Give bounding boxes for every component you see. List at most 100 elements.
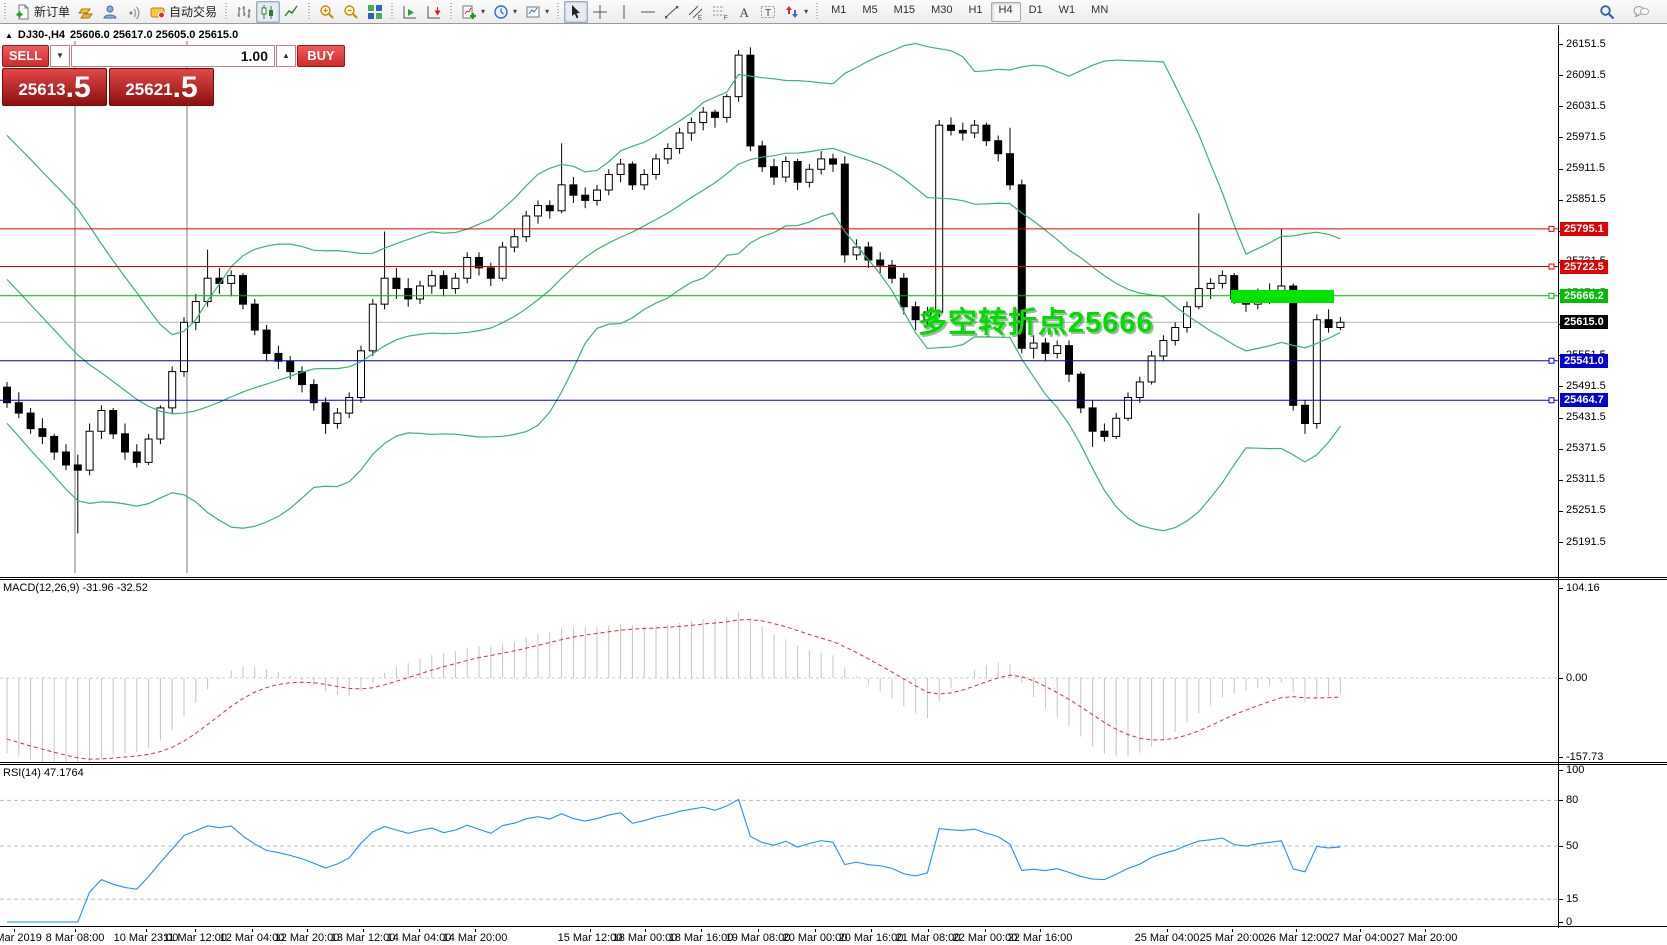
new-order-icon (15, 4, 31, 20)
time-label: 25 Mar 04:00 (1134, 932, 1200, 944)
price-tick-label: 26091.5 (1566, 68, 1606, 81)
chart-annotation[interactable]: 多空转折点25666 (918, 307, 1154, 339)
rsi-axis-label: 50 (1566, 839, 1579, 852)
timeframe-m1-button[interactable]: M1 (831, 3, 847, 16)
time-tick (590, 929, 591, 932)
time-tick (1040, 929, 1041, 932)
timeframe-h1-button[interactable]: H1 (968, 3, 983, 16)
chevron-down-icon[interactable]: ▾ (545, 7, 550, 16)
line-chart-button[interactable] (280, 1, 304, 23)
cursor-button[interactable] (564, 0, 589, 23)
trendline-button[interactable] (660, 1, 684, 23)
buy-price-button[interactable]: 25621 .5 (109, 68, 214, 106)
market-icon (78, 4, 94, 20)
fibonacci-button[interactable]: F (708, 1, 732, 23)
market-button[interactable] (74, 1, 98, 23)
price-chart[interactable] (0, 25, 1558, 576)
chat-button[interactable] (1629, 1, 1653, 23)
bar-chart-button[interactable] (232, 1, 256, 23)
tile-windows-button[interactable] (363, 1, 387, 23)
tile-windows-icon (367, 4, 383, 20)
chart-shift-button[interactable] (422, 1, 446, 23)
chart-shift-icon (426, 4, 442, 20)
rsi-axis-label: 80 (1566, 793, 1579, 806)
new-order-button[interactable]: 新订单 (11, 1, 74, 23)
line-chart-icon (284, 4, 300, 20)
candlestick-chart-button[interactable] (256, 0, 281, 23)
time-tick (14, 929, 15, 932)
price-tick-label: 25191.5 (1566, 535, 1606, 548)
broadcast-button[interactable] (122, 1, 146, 23)
timeframe-w1-button[interactable]: W1 (1058, 3, 1076, 16)
timeframe-d1-button[interactable]: D1 (1028, 3, 1043, 16)
timeframe-mn-button[interactable]: MN (1091, 3, 1109, 16)
search-button[interactable] (1595, 1, 1619, 23)
periods-icon (493, 4, 509, 20)
timeframe-m5-button[interactable]: M5 (862, 3, 878, 16)
community-button[interactable] (98, 1, 122, 23)
chevron-down-icon[interactable]: ▾ (804, 7, 809, 16)
auto-trading-button[interactable]: 自动交易 (146, 1, 221, 23)
price-tick-label: 25251.5 (1566, 504, 1606, 517)
volume-decrease-button[interactable]: ▼ (50, 45, 70, 67)
price-axis-border (1558, 25, 1559, 928)
time-label: 21 Mar 08:00 (895, 932, 961, 944)
price-tag: 25615.0 (1560, 315, 1608, 330)
vertical-line-button[interactable] (612, 1, 636, 23)
time-tick (1232, 929, 1233, 932)
broadcast-icon (126, 4, 142, 20)
indicators-button[interactable]: ▾ (457, 1, 489, 23)
chevron-down-icon[interactable]: ▾ (513, 7, 518, 16)
templates-button[interactable]: ▾ (521, 1, 553, 23)
crosshair-icon (592, 4, 608, 20)
volume-input[interactable] (71, 45, 275, 67)
crosshair-button[interactable] (588, 1, 612, 23)
timeframe-m30-button[interactable]: M30 (931, 3, 953, 16)
periods-button[interactable]: ▾ (489, 1, 521, 23)
toolbar-gripper (2, 2, 9, 21)
price-tag: 25795.1 (1560, 221, 1608, 236)
zoom-in-icon (319, 4, 335, 20)
horizontal-line-button[interactable] (636, 1, 660, 23)
rsi-panel[interactable] (0, 766, 1558, 926)
price-tick (1558, 106, 1563, 108)
auto-scroll-icon (402, 4, 418, 20)
buy-price: 25621 (125, 80, 173, 99)
window-marker-icon: ▲ (5, 30, 13, 40)
rsi-tick (1558, 899, 1563, 901)
price-tick (1558, 137, 1563, 139)
text-label-button[interactable]: T (756, 1, 780, 23)
zoom-in-button[interactable] (315, 1, 339, 23)
text-button[interactable]: A (732, 1, 756, 23)
timeframe-h4-button[interactable]: H4 (990, 1, 1021, 22)
toolbar-gripper (223, 2, 231, 21)
auto-scroll-button[interactable] (398, 1, 422, 23)
auto-trading-label: 自动交易 (169, 5, 218, 19)
equidistant-channel-button[interactable]: E (684, 1, 708, 23)
volume-increase-button[interactable]: ▲ (276, 45, 296, 67)
zoom-out-button[interactable] (339, 1, 363, 23)
time-label: 12 Mar 20:00 (274, 932, 340, 944)
price-tick (1558, 386, 1563, 388)
panel-separator[interactable] (0, 577, 1667, 580)
macd-tick (1558, 588, 1563, 589)
panel-separator[interactable] (0, 762, 1667, 765)
chevron-down-icon[interactable]: ▾ (481, 7, 486, 16)
macd-header: MACD(12,26,9) -31.96 -32.52 (3, 582, 148, 594)
new-order-label: 新订单 (34, 5, 71, 19)
sell-button[interactable]: SELL (2, 45, 49, 67)
time-label: 19 Mar 08:00 (725, 932, 791, 944)
arrows-button[interactable]: ▾ (780, 1, 812, 23)
sell-price-button[interactable]: 25613 .5 (2, 68, 107, 106)
macd-panel[interactable] (0, 581, 1558, 762)
time-tick (146, 929, 147, 932)
sell-price-fraction: .5 (65, 71, 91, 104)
buy-button[interactable]: BUY (297, 45, 345, 67)
time-label: 27 Mar 20:00 (1392, 932, 1458, 944)
macd-axis-label: 0.00 (1566, 671, 1588, 684)
timeframe-m15-button[interactable]: M15 (893, 3, 916, 16)
chart-window[interactable]: ▲ DJ30-,H4 25606.0 25617.0 25605.0 25615… (0, 25, 1667, 945)
time-label: 18 Mar 00:00 (612, 932, 678, 944)
price-tick (1558, 510, 1563, 512)
